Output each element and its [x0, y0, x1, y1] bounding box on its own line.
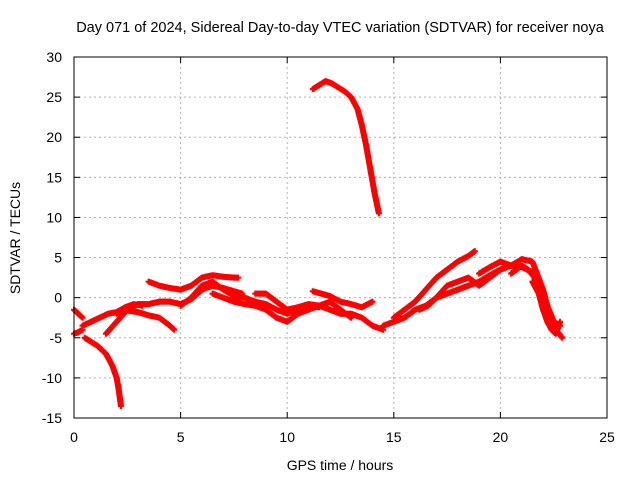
y-tick-label: 10 [46, 209, 62, 225]
y-tick-label: 0 [54, 290, 62, 306]
series-arc-1 [71, 306, 86, 321]
series-arc-11 [309, 288, 376, 311]
series-arc-8 [177, 278, 323, 317]
y-tick-label: -5 [50, 330, 63, 346]
x-tick-label: 5 [177, 429, 185, 445]
y-tick-label: 25 [46, 89, 62, 105]
series-arc-9 [209, 290, 355, 325]
y-tick-label: -10 [42, 370, 62, 386]
x-tick-label: 10 [279, 429, 295, 445]
data-point [471, 248, 478, 255]
data-point [117, 402, 124, 409]
y-tick-label: -15 [42, 410, 62, 426]
y-tick-label: 15 [46, 169, 62, 185]
series-arc-10 [252, 290, 387, 333]
plot-frame [73, 56, 608, 419]
grid [74, 57, 607, 418]
axis-ticks: 0 5 10 15 20 25 -15 -10 -5 0 5 10 15 20 25 30 [42, 49, 615, 445]
series-arc-18 [529, 278, 564, 337]
data-point [557, 318, 564, 325]
data-point [559, 334, 566, 341]
series-arc-6 [113, 307, 178, 333]
data-point [235, 274, 242, 281]
series-arc-7 [145, 272, 242, 293]
y-tick-label: 30 [46, 49, 62, 65]
series-arc-3 [81, 334, 124, 409]
chart-title: Day 071 of 2024, Sidereal Day-to-day VTE… [76, 20, 605, 36]
x-tick-label: 25 [599, 429, 615, 445]
data-series-layer [71, 78, 566, 409]
x-axis-label: GPS time / hours [287, 457, 394, 473]
y-axis-label: SDTVAR / TECUs [7, 182, 23, 294]
data-point [171, 326, 178, 333]
y-tick-label: 20 [46, 129, 62, 145]
data-point [79, 314, 86, 321]
data-point [369, 298, 376, 305]
series-arc-14 [390, 248, 478, 321]
x-tick-label: 15 [386, 429, 402, 445]
x-tick-label: 0 [70, 429, 78, 445]
series-arc-12 [309, 78, 382, 217]
x-tick-label: 20 [493, 429, 509, 445]
data-point [375, 210, 382, 217]
y-tick-label: 5 [54, 250, 62, 266]
